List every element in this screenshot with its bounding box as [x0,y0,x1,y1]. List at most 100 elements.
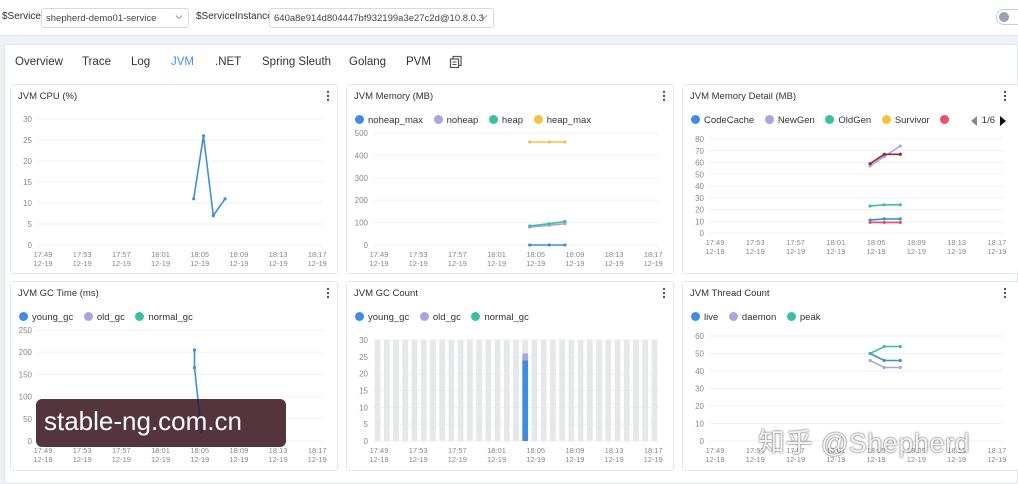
x-tick-label: 18:01 [151,250,170,259]
service-instance-select[interactable]: 640a8e914d804447bf932199a3e27c2d@10.8.0.… [269,8,494,28]
x-tick-label: 12-19 [308,455,327,464]
chart-title: JVM Memory Detail (MB) [690,91,797,102]
chart-legend: young_gc old_gc normal_gc [19,312,201,326]
x-tick-label: 17:49 [34,446,53,455]
legend-item[interactable]: noheap_max [355,115,423,126]
x-tick-label: 18:09 [229,446,248,455]
more-options-icon[interactable] [661,286,667,300]
legend-dot [691,115,700,124]
legend-pager: 1/6 [970,115,1006,126]
bar-background [605,340,612,441]
more-options-icon[interactable] [325,286,331,300]
tab-log[interactable]: Log [131,56,151,68]
prev-page-icon[interactable] [970,115,977,126]
y-tick-label: 50 [695,170,704,179]
copy-icon[interactable] [449,55,463,69]
more-options-icon[interactable] [1002,89,1008,103]
data-point [563,219,567,224]
bar-background [614,340,621,441]
legend-item[interactable]: NewGen [764,115,815,126]
x-tick-label: 18:05 [190,446,209,455]
x-tick-label: 12-19 [33,259,52,268]
legend-item[interactable]: noheap [433,115,478,126]
legend-dot [881,115,891,124]
legend-item[interactable]: peak [786,312,821,323]
y-tick-label: 70 [695,147,704,156]
x-tick-label: 12-19 [268,455,287,464]
legend-item[interactable]: daemon [728,312,776,323]
y-tick-label: 10 [695,420,704,429]
data-point [882,220,886,225]
y-tick-label: 25 [359,353,368,362]
tab-jvm[interactable]: JVM [171,56,194,68]
legend-item[interactable]: live [691,312,718,323]
legend-item[interactable]: young_gc [19,312,73,323]
data-point [211,214,215,218]
legend-label: live [704,312,719,323]
data-point [898,217,902,221]
x-tick-label: 18:09 [907,446,926,455]
more-options-icon[interactable] [1002,286,1008,300]
legend-dot [355,312,364,321]
tab-trace[interactable]: Trace [82,56,111,68]
legend-label: Survivor [894,115,930,126]
x-tick-label: 17:49 [34,250,53,259]
bar-background [503,340,510,441]
x-tick-label: 18:01 [487,446,506,455]
bar-background [439,340,446,441]
y-tick-label: 50 [23,415,32,424]
chart-title: JVM Thread Count [690,288,770,299]
chart-card-jvm-memory-detail: JVM Memory Detail (MB) CodeCache NewGen … [682,84,1018,274]
legend-label: old_gc [96,312,125,323]
legend-item[interactable]: Survivor [881,115,930,126]
data-point [898,152,902,156]
x-tick-label: 12-19 [867,247,886,256]
legend-item[interactable]: Pe [940,115,949,126]
service-label: $Service [2,11,41,22]
x-tick-label: 17:53 [409,446,428,455]
next-page-icon[interactable] [1000,115,1006,126]
legend-label: normal_gc [484,312,529,323]
chevron-down-icon [480,15,488,20]
data-point [898,144,902,148]
y-tick-label: 15 [359,387,368,396]
tab-dotnet[interactable]: .NET [215,56,242,68]
y-tick-label: 500 [355,129,369,138]
legend-item[interactable]: normal_gc [471,312,529,323]
y-tick-label: 300 [355,174,369,183]
watermark-left: stable-ng.com.cn [36,399,286,447]
more-options-icon[interactable] [661,89,667,103]
legend-item[interactable]: heap_max [533,115,591,126]
service-select-value: shepherd-demo01-service [46,13,157,24]
tab-overview[interactable]: Overview [15,56,63,68]
x-tick-label: 12-19 [867,455,886,464]
toggle-switch[interactable] [996,9,1018,25]
data-point [528,224,532,228]
legend-item[interactable]: young_gc [355,312,409,323]
tab-golang[interactable]: Golang [349,56,387,68]
y-tick-label: 20 [695,206,704,215]
chart-title: JVM GC Count [354,288,418,299]
y-tick-label: 15 [23,178,32,187]
bar-background [430,340,436,441]
more-options-icon[interactable] [325,89,331,103]
watermark-right: 知乎 @Shepherd [758,428,971,458]
service-select[interactable]: shepherd-demo01-service [41,8,189,28]
x-tick-label: 18:01 [487,250,506,259]
legend-item[interactable]: old_gc [83,312,125,323]
chart-jvm-memory-detail: 0102030405060708017:4912-1917:5312-1917:… [695,135,1006,256]
tab-pvm[interactable]: PVM [406,56,431,68]
legend-label: young_gc [368,312,410,323]
legend-dot [355,115,364,124]
x-tick-label: 12-19 [947,247,966,256]
y-tick-label: 30 [23,115,32,124]
legend-item[interactable]: normal_gc [135,312,193,323]
x-tick-label: 18:09 [229,250,248,259]
legend-item[interactable]: OldGen [825,115,871,126]
legend-item[interactable]: old_gc [419,312,461,323]
x-tick-label: 12-19 [229,455,248,464]
x-tick-label: 17:49 [706,238,725,247]
tab-spring-sleuth[interactable]: Spring Sleuth [262,56,332,68]
legend-item[interactable]: CodeCache [691,115,754,126]
legend-item[interactable]: heap [488,115,523,126]
